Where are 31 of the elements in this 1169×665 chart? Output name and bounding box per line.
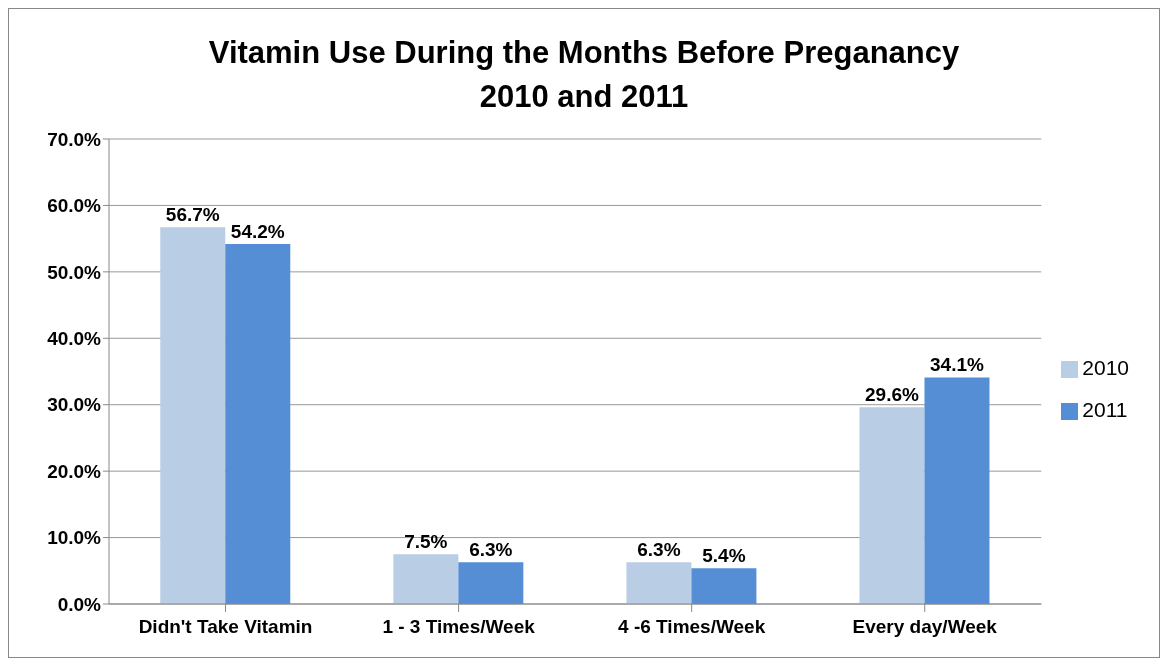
bar (924, 377, 990, 604)
x-tick-label: Every day/Week (852, 616, 998, 638)
bar (160, 227, 226, 604)
x-tick-label: 4 -6 Times/Week (618, 616, 766, 638)
data-label: 34.1% (930, 354, 985, 376)
bar (225, 243, 291, 604)
chart-title: Vitamin Use During the Months Before Preganancy 2010 and 2011 (207, 34, 961, 116)
data-label: 6.3% (469, 539, 513, 561)
data-label: 7.5% (404, 531, 448, 553)
legend-label: 2010 (1082, 356, 1129, 379)
bar (691, 568, 757, 604)
y-tick-label: 10.0% (47, 527, 102, 549)
y-tick-label: 40.0% (47, 328, 102, 350)
y-tick-label: 0.0% (57, 593, 102, 615)
y-tick-label: 70.0% (47, 128, 102, 150)
y-tick-label: 50.0% (47, 261, 102, 283)
x-tick-label: Didn't Take Vitamin (138, 616, 313, 638)
data-label: 56.7% (165, 204, 220, 226)
y-tick-label: 20.0% (47, 460, 102, 482)
legend-label: 2011 (1082, 398, 1128, 421)
y-tick-label: 30.0% (47, 394, 102, 416)
data-label: 5.4% (702, 545, 746, 567)
bar (458, 562, 524, 604)
bar (859, 407, 925, 604)
bar (393, 554, 459, 604)
y-tick-label: 60.0% (47, 195, 102, 217)
data-label: 54.2% (230, 220, 285, 242)
bar (626, 562, 692, 604)
data-label: 29.6% (865, 384, 920, 406)
data-label: 6.3% (637, 539, 681, 561)
x-tick-label: 1 - 3 Times/Week (382, 616, 536, 638)
